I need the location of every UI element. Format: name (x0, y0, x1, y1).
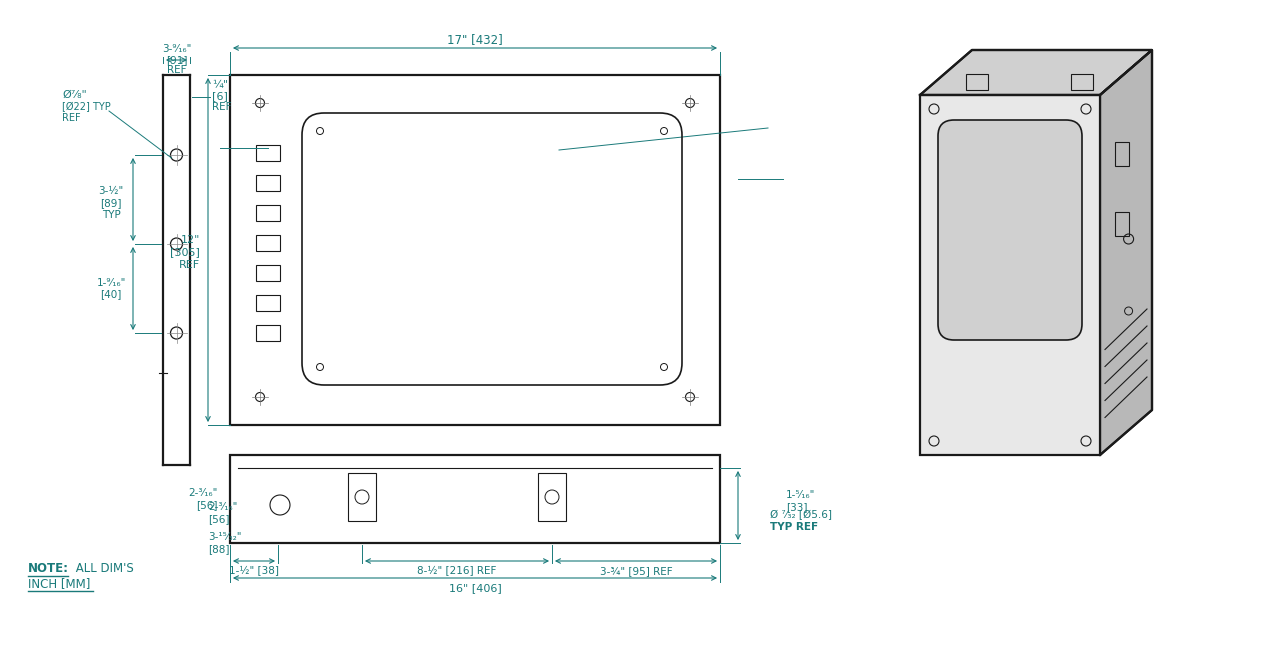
Text: 1-⁹⁄₁₆": 1-⁹⁄₁₆" (96, 278, 126, 287)
Bar (256, 265, 281, 281)
Text: TYP: TYP (101, 210, 120, 221)
Text: NOTE:: NOTE: (28, 562, 69, 575)
Text: [6]: [6] (211, 91, 228, 101)
Text: REF: REF (61, 113, 81, 123)
Text: [89]: [89] (100, 199, 122, 208)
Bar (256, 235, 281, 251)
Text: [88]: [88] (208, 544, 229, 554)
Bar (256, 205, 281, 221)
Bar (1114, 212, 1129, 236)
Text: 3-⁹⁄₁₆": 3-⁹⁄₁₆" (161, 44, 191, 54)
Bar (1114, 142, 1129, 166)
Text: 3-½": 3-½" (99, 186, 124, 197)
Bar (231, 75, 720, 425)
Text: 8-½" [216] REF: 8-½" [216] REF (418, 566, 497, 576)
Text: REF: REF (167, 65, 186, 75)
Text: [305]: [305] (170, 247, 200, 257)
Text: Ø⁷⁄₈": Ø⁷⁄₈" (61, 90, 87, 100)
Text: [Ø22] TYP: [Ø22] TYP (61, 102, 110, 112)
Bar (966, 74, 988, 89)
Text: [40]: [40] (100, 289, 122, 300)
Text: 1-⁵⁄₁₆": 1-⁵⁄₁₆" (787, 490, 816, 501)
Text: 16" [406]: 16" [406] (448, 583, 501, 593)
Text: 3-¹⁵⁄₃₂": 3-¹⁵⁄₃₂" (208, 532, 242, 542)
Text: INCH [MM]: INCH [MM] (28, 577, 91, 590)
Text: [56]: [56] (196, 500, 218, 510)
Bar (231, 455, 720, 543)
Text: 2-³⁄₁₆": 2-³⁄₁₆" (208, 502, 237, 512)
Polygon shape (920, 50, 1152, 95)
Text: 1-½" [38]: 1-½" [38] (229, 566, 279, 576)
Text: TYP REF: TYP REF (770, 522, 819, 532)
Text: REF: REF (179, 260, 200, 270)
Text: ALL DIM'S: ALL DIM'S (72, 562, 133, 575)
Bar (256, 295, 281, 311)
Text: 3-¾" [95] REF: 3-¾" [95] REF (600, 566, 673, 576)
Bar (920, 95, 1100, 455)
Text: REF: REF (211, 102, 232, 112)
Bar (1071, 74, 1093, 89)
Bar (348, 473, 377, 521)
Bar (256, 145, 281, 161)
Bar (256, 175, 281, 191)
Text: 2-³⁄₁₆": 2-³⁄₁₆" (188, 488, 218, 498)
FancyBboxPatch shape (938, 120, 1082, 340)
Text: 17" [432]: 17" [432] (447, 34, 503, 47)
Bar (538, 473, 566, 521)
Text: [91]: [91] (165, 55, 187, 65)
Text: [33]: [33] (787, 503, 807, 512)
Text: ¼": ¼" (211, 80, 228, 90)
Text: Ø ⁷⁄₃₂ [Ø5.6]: Ø ⁷⁄₃₂ [Ø5.6] (770, 510, 831, 520)
Bar (256, 325, 281, 341)
Text: 12": 12" (181, 235, 200, 245)
Polygon shape (1100, 50, 1152, 455)
Text: [56]: [56] (208, 514, 229, 524)
